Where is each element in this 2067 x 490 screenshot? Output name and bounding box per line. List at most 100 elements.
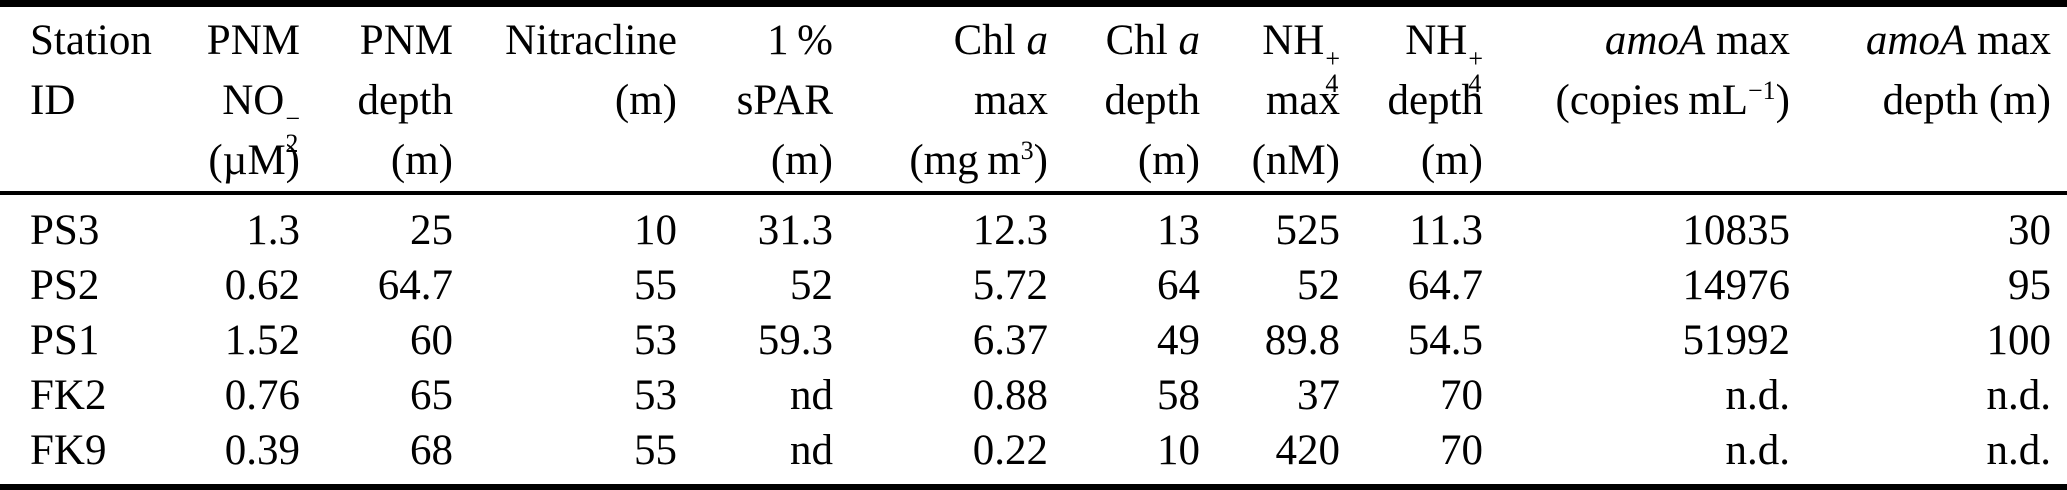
cell-spar: nd [790,427,833,474]
header-line: Chl a [953,17,1049,64]
header-line: (m) [390,137,453,184]
cell-spar: 59.3 [757,317,833,364]
superscript: 3 [1020,136,1034,165]
header-line: PNM [359,17,453,64]
cell-nitracline: 53 [634,317,677,364]
italic-text: amoA [1604,17,1706,64]
cell-nh4-max: 52 [1297,262,1340,309]
cell-station-id: FK9 [30,427,107,474]
cell-pnm-depth: 68 [410,427,453,474]
sup-sub-stack: −2 [285,104,300,158]
table-row: PS2 0.62 64.7 55 52 5.72 64 52 64.7 14976 95 [0,258,2067,313]
header-line: (m) [770,137,833,184]
header-line: amoA max [1604,17,1790,64]
superscript: −1 [1748,76,1776,105]
cell-pnm-depth: 60 [410,317,453,364]
table-row: FK9 0.39 68 55 nd 0.22 10 420 70 n.d. n.d. [0,423,2067,487]
cell-nitracline: 55 [634,427,677,474]
column-header-pnm-no2: PNM NO −2 (µM) [150,3,300,195]
cell-chla-depth: 13 [1157,207,1200,254]
cell-nitracline: 55 [634,262,677,309]
cell-amoa-max: 14976 [1682,262,1791,309]
cell-nh4-depth: 54.5 [1407,317,1483,364]
header-line: PNM [206,17,300,64]
cell-nh4-max: 37 [1297,372,1340,419]
header-line: NH +4 [1262,17,1340,98]
header-line: (copies mL−1) [1555,76,1791,124]
cell-amoa-max: n.d. [1725,427,1791,474]
cell-nh4-depth: 64.7 [1407,262,1483,309]
header-line: NO −2 [222,77,300,158]
cell-nh4-depth: 70 [1440,427,1483,474]
column-header-chla-depth: Chl a depth (m) [1048,3,1201,195]
column-header-nh4-max: NH +4 max (nM) [1200,3,1340,195]
cell-nh4-max: 89.8 [1264,317,1340,364]
header-line: (µM) [208,137,300,184]
cell-amoa-max-depth: n.d. [1986,372,2052,419]
table-row: FK2 0.76 65 53 nd 0.88 58 37 70 n.d. n.d. [0,368,2067,423]
header-line: (m) [1137,137,1200,184]
cell-amoa-max-depth: 95 [2008,262,2051,309]
cell-amoa-max: 51992 [1682,317,1791,364]
cell-chla-depth: 58 [1157,372,1200,419]
cell-chla-max: 0.88 [972,372,1048,419]
header-line [1790,131,2051,191]
cell-nh4-depth: 70 [1440,372,1483,419]
header-line: depth [1387,77,1483,124]
table-body: PS3 1.3 25 10 31.3 12.3 13 525 11.3 10835 30 PS2 0.6… [0,193,2067,487]
column-header-station-id: Station ID [0,3,152,195]
cell-amoa-max: 10835 [1682,207,1791,254]
table-header: Station ID PNM NO −2 (µM) PNM depth (m) Nitraclin… [0,3,2067,195]
header-line: Nitracline [505,17,677,64]
header-line: ID [30,77,76,124]
cell-spar: 31.3 [757,207,833,254]
table-row: PS1 1.52 60 53 59.3 6.37 49 89.8 54.5 51992 100 [0,313,2067,368]
column-header-amoa-max: amoA max (copies mL−1) [1483,3,1791,195]
cell-station-id: FK2 [30,372,107,419]
cell-nitracline: 53 [634,372,677,419]
cell-station-id: PS1 [30,317,100,364]
column-header-pnm-depth: PNM depth (m) [300,3,453,195]
header-line: Station [30,17,152,64]
header-line: max [1265,77,1340,124]
sup-sub-stack: +4 [1468,44,1483,98]
header-line: NH +4 [1405,17,1483,98]
header-line: depth (m) [1882,77,2051,124]
italic-text: a [1026,17,1049,64]
column-header-nitracline: Nitracline (m) [453,3,677,195]
header-line: sPAR [736,77,833,124]
cell-pnm-no2: 1.52 [224,317,300,364]
italic-text: a [1178,17,1201,64]
cell-amoa-max-depth: 30 [2008,207,2051,254]
header-line: (nM) [1251,137,1340,184]
cell-amoa-max: n.d. [1725,372,1791,419]
header-line: (m) [1420,137,1483,184]
header-line: Chl a [1105,17,1201,64]
cell-amoa-max-depth: n.d. [1986,427,2052,474]
cell-pnm-depth: 65 [410,372,453,419]
header-line [453,131,677,191]
cell-pnm-no2: 0.76 [224,372,300,419]
cell-amoa-max-depth: 100 [1986,317,2052,364]
cell-chla-max: 12.3 [972,207,1048,254]
header-line: depth [1104,77,1200,124]
header-line: depth [357,77,453,124]
header-row: Station ID PNM NO −2 (µM) PNM depth (m) Nitraclin… [0,3,2067,195]
header-line [30,131,150,191]
cell-pnm-depth: 64.7 [377,262,453,309]
cell-nh4-max: 420 [1275,427,1341,474]
cell-chla-depth: 49 [1157,317,1200,364]
cell-station-id: PS3 [30,207,100,254]
header-line [1483,131,1790,191]
cell-chla-depth: 10 [1157,427,1200,474]
cell-nh4-depth: 11.3 [1409,207,1483,254]
cell-nitracline: 10 [634,207,677,254]
header-line: amoA max [1865,17,2051,64]
cell-chla-max: 6.37 [972,317,1048,364]
header-line: max [973,77,1048,124]
cell-pnm-depth: 25 [410,207,453,254]
cell-chla-max: 5.72 [972,262,1048,309]
italic-text: amoA [1865,17,1967,64]
